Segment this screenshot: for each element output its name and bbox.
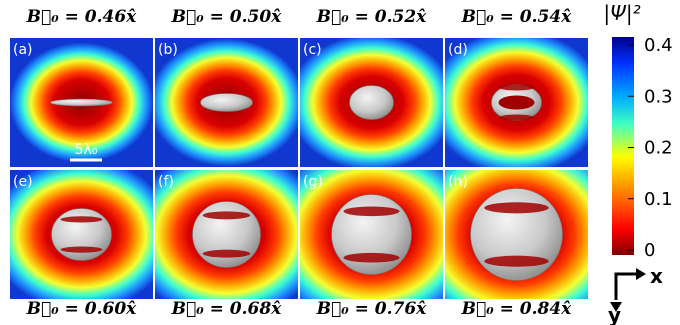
panels: (a) 5λ₀ (b) (c) (d) (e) (f) (g) (h) bbox=[0, 31, 633, 325]
panel-title: B⃗₀ = 0.50x̂ bbox=[171, 7, 283, 27]
colorbar-tick-label: 0.4 bbox=[644, 35, 673, 56]
hole bbox=[344, 207, 400, 217]
colorbar-tick-label: 0.1 bbox=[644, 189, 673, 210]
hole bbox=[499, 85, 534, 91]
panel-label: (f) bbox=[158, 174, 174, 190]
panel: (e) bbox=[0, 159, 174, 311]
colorbar bbox=[612, 37, 634, 255]
panel-label: (h) bbox=[448, 174, 468, 190]
panel-title: B⃗₀ = 0.68x̂ bbox=[171, 299, 283, 319]
y-axis-label: y bbox=[608, 303, 621, 325]
panel-title: B⃗₀ = 0.46x̂ bbox=[26, 7, 138, 27]
panel-label: (g) bbox=[303, 174, 323, 190]
hole bbox=[203, 250, 251, 258]
panel-label: (d) bbox=[448, 42, 468, 58]
colorbar-tick-label: 0.3 bbox=[644, 86, 673, 107]
panel-label: (b) bbox=[158, 42, 178, 58]
panel-title: B⃗₀ = 0.84x̂ bbox=[461, 299, 573, 319]
panel-label: (c) bbox=[303, 42, 322, 58]
colorbar-ticks: 0 0.1 0.2 0.3 0.4 bbox=[628, 35, 673, 261]
x-axis-label: x bbox=[650, 264, 663, 288]
condensate bbox=[193, 202, 261, 268]
hole bbox=[484, 256, 548, 267]
condensate bbox=[350, 86, 394, 120]
panel-label: (a) bbox=[13, 42, 33, 58]
panel-title: B⃗₀ = 0.60x̂ bbox=[26, 299, 138, 319]
hole bbox=[484, 202, 548, 213]
panel: (a) 5λ₀ bbox=[10, 38, 154, 167]
hole bbox=[61, 246, 103, 252]
panel-title: B⃗₀ = 0.52x̂ bbox=[316, 7, 428, 27]
panel: (d) bbox=[429, 31, 605, 175]
hole bbox=[499, 115, 534, 121]
condensate bbox=[51, 99, 113, 106]
colorbar-tick-label: 0 bbox=[644, 240, 655, 261]
colorbar-label: |Ψ|² bbox=[603, 1, 640, 25]
figure: (a) 5λ₀ (b) (c) (d) (e) (f) (g) (h) |Ψ|² 0 0.1 0.2… bbox=[0, 0, 680, 325]
hole bbox=[499, 96, 535, 110]
colorbar-tick-label: 0.2 bbox=[644, 138, 673, 159]
condensate bbox=[201, 94, 253, 112]
panel: (b) bbox=[149, 38, 305, 167]
condensate bbox=[471, 189, 563, 281]
hole bbox=[61, 216, 103, 222]
scale-bar-label: 5λ₀ bbox=[75, 142, 98, 158]
hole bbox=[344, 253, 400, 263]
hole bbox=[203, 211, 251, 219]
panel: (c) bbox=[288, 35, 456, 171]
panel: (f) bbox=[127, 151, 327, 319]
axes-indicator: x y bbox=[608, 264, 663, 325]
panel-label: (e) bbox=[13, 174, 33, 190]
panel-title: B⃗₀ = 0.76x̂ bbox=[316, 299, 428, 319]
panel-title: B⃗₀ = 0.54x̂ bbox=[461, 7, 573, 27]
